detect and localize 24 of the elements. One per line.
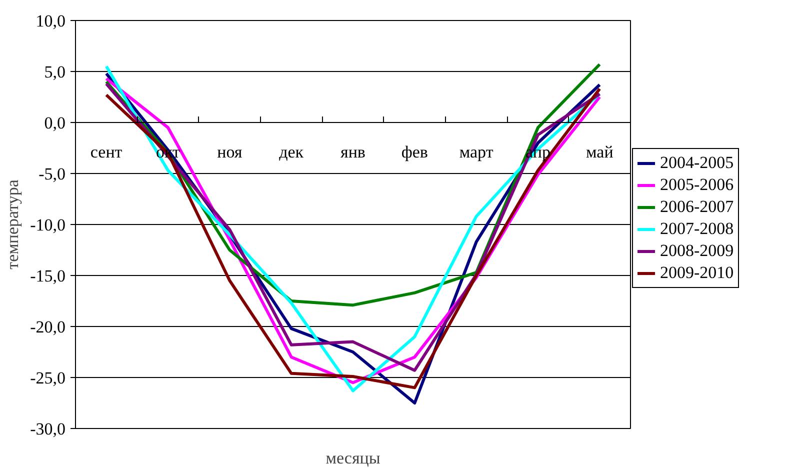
y-tick-label: -15,0 xyxy=(30,266,66,286)
y-tick-label: -25,0 xyxy=(30,368,66,388)
x-axis-title: месяцы xyxy=(326,448,381,468)
y-tick-label: -10,0 xyxy=(30,216,66,234)
y-tick-label: -30,0 xyxy=(30,420,66,438)
legend-label: 2005-2006 xyxy=(660,175,734,195)
x-tick-label: март xyxy=(459,142,494,162)
y-axis-title: температура xyxy=(3,179,22,270)
x-tick-label: ноя xyxy=(217,142,242,162)
legend-label: 2008-2009 xyxy=(660,241,734,261)
x-tick-label: сент xyxy=(90,142,123,162)
x-tick-label: фев xyxy=(401,142,428,162)
legend-label: 2006-2007 xyxy=(660,197,734,217)
y-tick-label: 0,0 xyxy=(44,114,66,132)
y-tick-label: 5,0 xyxy=(44,62,66,82)
y-tick-label: -5,0 xyxy=(38,164,66,184)
y-tick-label: -20,0 xyxy=(30,318,66,336)
x-tick-label: май xyxy=(586,142,614,162)
x-tick-label: дек xyxy=(279,142,304,162)
legend-label: 2004-2005 xyxy=(660,153,734,173)
x-tick-label: янв xyxy=(340,142,366,162)
legend-label: 2007-2008 xyxy=(660,219,734,239)
legend-label: 2009-2010 xyxy=(660,263,734,283)
y-tick-label: 10,0 xyxy=(36,12,66,30)
